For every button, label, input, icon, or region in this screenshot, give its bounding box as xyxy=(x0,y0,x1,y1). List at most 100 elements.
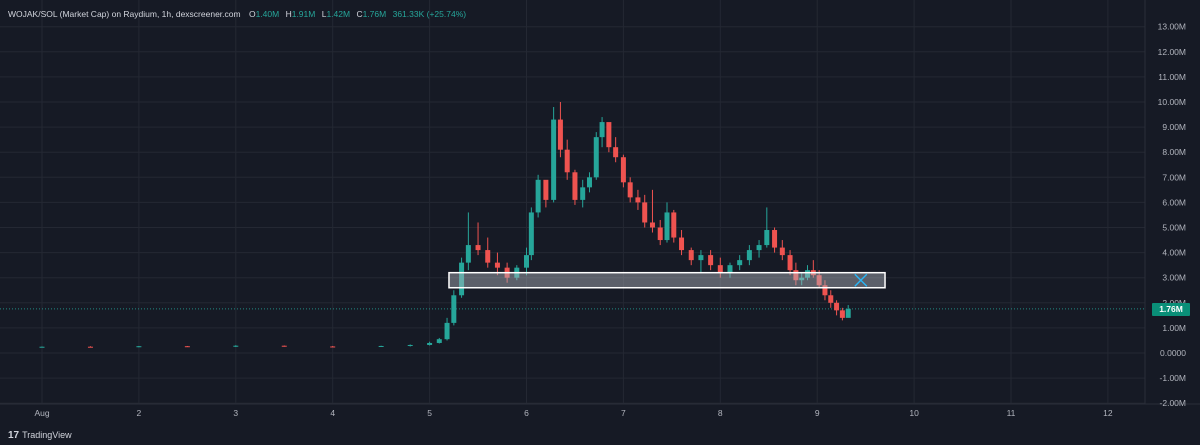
y-tick-label: 8.00M xyxy=(1162,147,1186,157)
x-tick-label: 9 xyxy=(815,408,820,418)
candle-up[interactable] xyxy=(451,295,457,323)
candle-down[interactable] xyxy=(787,255,793,271)
candle-down[interactable] xyxy=(627,182,633,198)
candle-up[interactable] xyxy=(459,262,465,296)
candle-down[interactable] xyxy=(620,157,626,183)
candle-down[interactable] xyxy=(671,212,677,238)
candle-down[interactable] xyxy=(834,302,840,311)
candle-down[interactable] xyxy=(708,255,714,266)
price-chart[interactable]: 13.00M 12.00M 11.00M 10.00M 9.00M 8.00M 7.00M 6… xyxy=(0,0,1200,426)
candle-down[interactable] xyxy=(657,227,663,241)
x-tick-label: 10 xyxy=(909,408,919,418)
candle-up[interactable] xyxy=(528,212,534,256)
x-tick-label: 2 xyxy=(137,408,142,418)
candle-up[interactable] xyxy=(427,342,433,345)
candle-down[interactable] xyxy=(330,346,336,348)
candle-down[interactable] xyxy=(572,172,578,200)
tradingview-logo[interactable]: 17 TradingView xyxy=(8,430,72,441)
candle-down[interactable] xyxy=(613,147,619,158)
candle-up[interactable] xyxy=(524,255,529,268)
candle-up[interactable] xyxy=(436,339,442,343)
candle-up[interactable] xyxy=(233,345,239,347)
support-zone-rectangle[interactable] xyxy=(448,271,886,289)
candle-up[interactable] xyxy=(737,260,743,266)
candle-up[interactable] xyxy=(444,322,450,340)
candle-down[interactable] xyxy=(772,230,778,248)
y-tick-label: 10.00M xyxy=(1158,97,1186,107)
x-icon[interactable] xyxy=(854,273,868,287)
candle-up[interactable] xyxy=(39,346,45,348)
candle-up[interactable] xyxy=(535,179,541,213)
candle-up[interactable] xyxy=(845,308,851,318)
candle-down[interactable] xyxy=(642,202,648,223)
candle-down[interactable] xyxy=(635,197,641,203)
chart-legend: WOJAK/SOL (Market Cap) on Raydium, 1h, d… xyxy=(8,9,466,19)
low-label: L xyxy=(321,9,327,19)
symbol-title[interactable]: WOJAK/SOL (Market Cap) on Raydium, 1h, d… xyxy=(8,9,241,19)
candle-down[interactable] xyxy=(543,179,549,200)
candle-down[interactable] xyxy=(828,295,834,303)
candle-up[interactable] xyxy=(664,212,670,241)
candle-down[interactable] xyxy=(606,122,612,148)
candle-down[interactable] xyxy=(485,250,491,263)
candle-down[interactable] xyxy=(557,119,563,150)
y-tick-label: 13.00M xyxy=(1158,22,1186,32)
candle-up[interactable] xyxy=(805,270,811,278)
candle-up[interactable] xyxy=(599,122,605,138)
candle-down[interactable] xyxy=(87,346,93,348)
candle-up[interactable] xyxy=(593,137,599,178)
x-axis[interactable]: Aug 2 3 4 5 6 7 8 9 10 11 12 xyxy=(34,408,1112,418)
close-value: 1.76M xyxy=(362,9,387,19)
open-label: O xyxy=(248,9,256,19)
candle-up[interactable] xyxy=(799,277,805,281)
y-tick-label: 2.00M xyxy=(1162,298,1186,308)
open-value: 1.40M xyxy=(255,9,280,19)
candle-down[interactable] xyxy=(475,245,481,251)
tradingview-logo-icon: 17 xyxy=(8,430,20,441)
y-tick-label: -1.00M xyxy=(1160,373,1186,383)
candle-up[interactable] xyxy=(378,345,384,347)
candles[interactable] xyxy=(39,102,851,348)
grid xyxy=(0,0,1200,405)
high-label: H xyxy=(285,9,292,19)
candle-up[interactable] xyxy=(698,255,704,261)
candle-up[interactable] xyxy=(465,245,471,263)
candle-up[interactable] xyxy=(746,250,752,261)
candle-down[interactable] xyxy=(779,247,785,256)
candle-up[interactable] xyxy=(756,245,762,251)
candle-up[interactable] xyxy=(727,265,733,273)
candle-down[interactable] xyxy=(564,149,570,173)
candle-down[interactable] xyxy=(649,222,655,228)
y-axis[interactable]: 13.00M 12.00M 11.00M 10.00M 9.00M 8.00M 7.00M 6… xyxy=(1158,22,1187,409)
annotations[interactable] xyxy=(448,271,886,289)
candle-down[interactable] xyxy=(816,275,822,286)
candle-up[interactable] xyxy=(551,119,557,200)
y-tick-label: 11.00M xyxy=(1158,72,1186,82)
x-tick-label: 5 xyxy=(427,408,432,418)
candle-down[interactable] xyxy=(717,265,723,273)
candle-down[interactable] xyxy=(281,345,287,347)
candle-down[interactable] xyxy=(494,262,500,268)
chart-background xyxy=(0,0,1200,426)
candle-up[interactable] xyxy=(586,177,592,188)
candle-up[interactable] xyxy=(580,187,586,200)
y-tick-label: 9.00M xyxy=(1162,122,1186,132)
x-tick-label: 11 xyxy=(1007,408,1016,418)
candle-up[interactable] xyxy=(764,230,770,246)
footer: 17 TradingView xyxy=(0,426,1200,445)
brand-name: TradingView xyxy=(22,430,72,440)
candle-down[interactable] xyxy=(184,346,190,348)
current-price-tag: 1.76M xyxy=(1152,303,1190,316)
candle-down[interactable] xyxy=(679,237,685,251)
high-value: 1.91M xyxy=(291,9,316,19)
candle-down[interactable] xyxy=(839,310,845,318)
y-tick-label: 3.00M xyxy=(1162,273,1186,283)
candle-down[interactable] xyxy=(822,285,828,296)
y-tick-label: 1.00M xyxy=(1162,323,1186,333)
candle-up[interactable] xyxy=(407,344,413,346)
candle-up[interactable] xyxy=(136,346,142,348)
candle-down[interactable] xyxy=(688,250,694,261)
x-tick-label: 12 xyxy=(1103,408,1113,418)
candle-down[interactable] xyxy=(793,270,799,281)
